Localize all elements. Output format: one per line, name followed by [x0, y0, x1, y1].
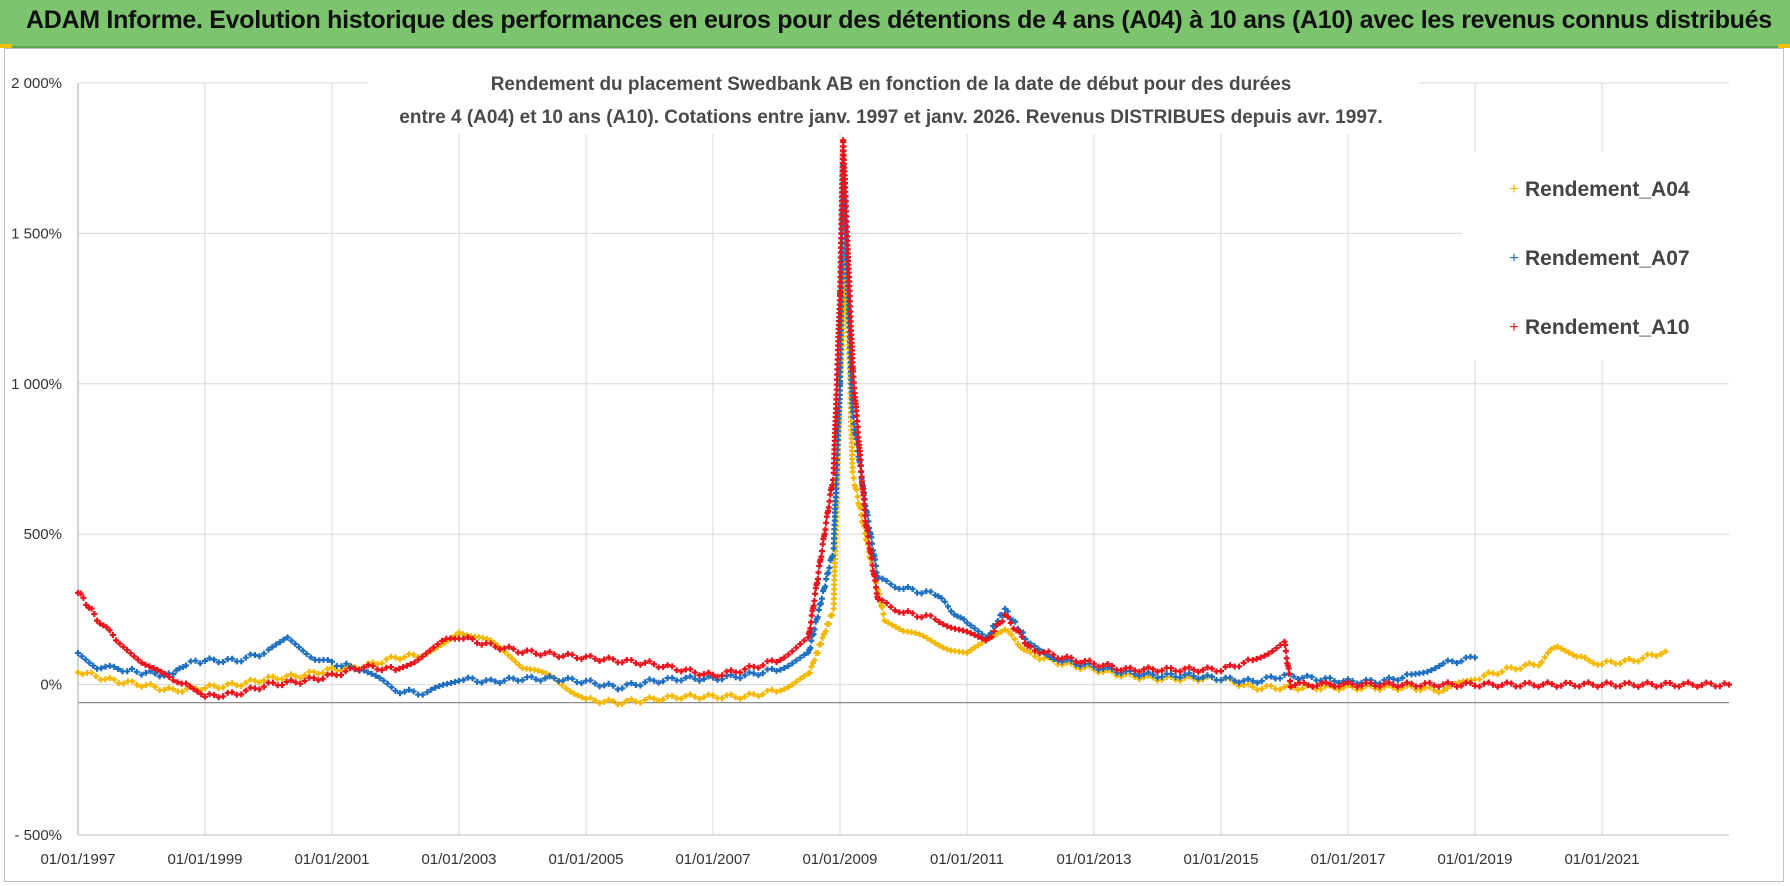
- legend-bg: [1462, 152, 1732, 360]
- corner-accent-right: [1778, 44, 1790, 48]
- series-markers-rendement-a04: [75, 248, 1669, 708]
- legend-label-a07: Rendement_A07: [1525, 247, 1690, 270]
- x-tick-label: 01/01/2015: [1183, 851, 1258, 868]
- x-tick-label: 01/01/2019: [1437, 851, 1512, 868]
- banner-title: ADAM Informe. Evolution historique des p…: [26, 6, 1772, 34]
- legend-item-a07: + Rendement_A07: [1509, 247, 1689, 270]
- series-layer: [75, 137, 1732, 708]
- x-tick-label: 01/01/2005: [548, 851, 623, 868]
- x-tick-label: 01/01/2007: [675, 851, 750, 868]
- series-rendement-a07: [75, 161, 1478, 698]
- series-markers-rendement-a07: [75, 162, 1478, 698]
- legend-marker-a10: +: [1509, 319, 1518, 336]
- y-axis: 2 000% 1 500% 1 000% 500% 0% - 500%: [11, 75, 79, 844]
- chart-title-line2: entre 4 (A04) et 10 ans (A10). Cotations…: [399, 107, 1382, 128]
- y-tick-label: 2 000%: [11, 75, 62, 92]
- x-tick-label: 01/01/1997: [40, 851, 115, 868]
- legend: + Rendement_A04 + Rendement_A07 + Rendem…: [1462, 152, 1732, 360]
- series-rendement-a10: [75, 137, 1732, 701]
- legend-marker-a04: +: [1509, 181, 1518, 198]
- chart-title-bg: [368, 66, 1418, 134]
- legend-marker-a07: +: [1509, 250, 1518, 267]
- y-tick-label: 1 500%: [11, 225, 62, 242]
- x-tick-label: 01/01/1999: [167, 851, 242, 868]
- legend-label-a04: Rendement_A04: [1525, 178, 1690, 201]
- peak-marker: [849, 365, 856, 372]
- x-tick-label: 01/01/2009: [802, 851, 877, 868]
- x-tick-label: 01/01/2003: [421, 851, 496, 868]
- series-rendement-a04: [75, 248, 1669, 708]
- legend-label-a10: Rendement_A10: [1525, 316, 1690, 339]
- x-tick-label: 01/01/2021: [1564, 851, 1639, 868]
- peak-marker: [840, 137, 847, 144]
- legend-item-a10: + Rendement_A10: [1509, 316, 1689, 339]
- y-tick-label: 0%: [40, 677, 62, 694]
- chart-frame: [4, 48, 1784, 882]
- y-tick-label: - 500%: [14, 827, 62, 844]
- chart-title-line1: Rendement du placement Swedbank AB en fo…: [491, 74, 1292, 95]
- x-tick-label: 01/01/2011: [930, 851, 1004, 868]
- series-markers-rendement-a10: [75, 139, 1732, 701]
- y-tick-label: 1 000%: [11, 376, 62, 393]
- x-axis: 01/01/1997 01/01/1999 01/01/2001 01/01/2003…: [40, 701, 1729, 868]
- peak-marker: [837, 290, 843, 297]
- title-banner: ADAM Informe. Evolution historique des p…: [0, 0, 1790, 48]
- x-tick-label: 01/01/2017: [1310, 851, 1385, 868]
- x-tick-label: 01/01/2013: [1056, 851, 1131, 868]
- x-tick-label: 01/01/2001: [294, 851, 369, 868]
- y-tick-label: 500%: [24, 526, 62, 543]
- legend-item-a04: + Rendement_A04: [1509, 178, 1690, 201]
- corner-accent-left: [0, 44, 12, 48]
